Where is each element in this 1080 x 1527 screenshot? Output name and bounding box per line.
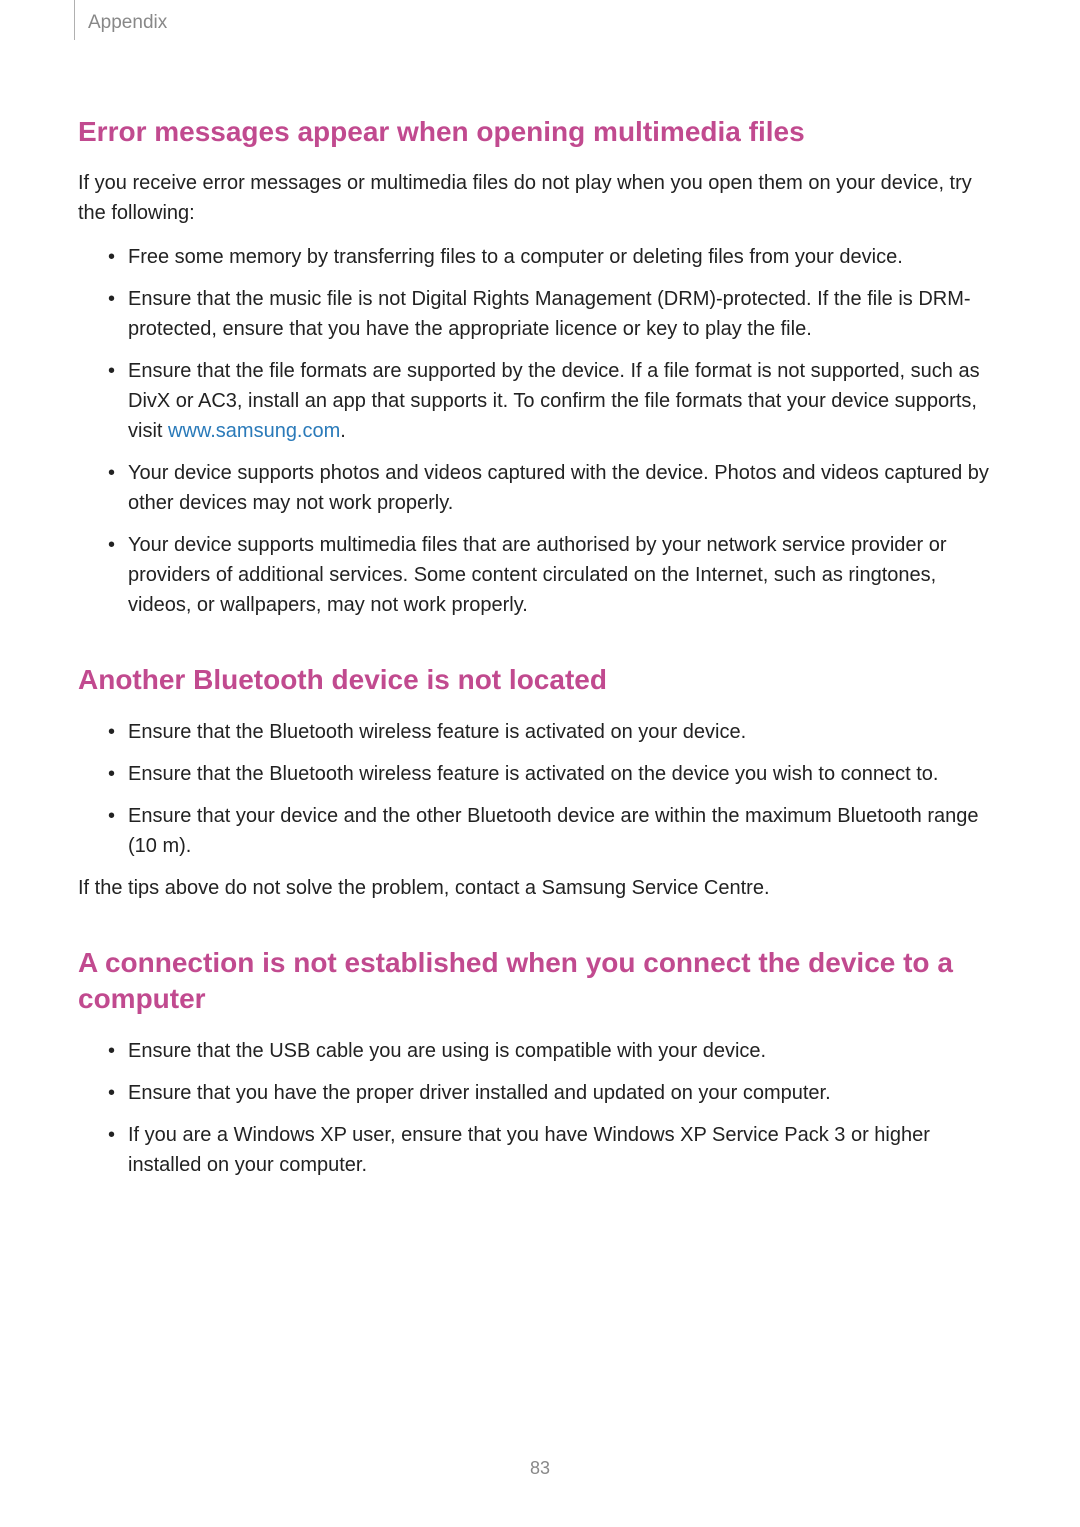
section-closing: If the tips above do not solve the probl… xyxy=(78,873,1002,903)
section-intro: If you receive error messages or multime… xyxy=(78,168,1002,228)
bullet-list-bluetooth: Ensure that the Bluetooth wireless featu… xyxy=(78,717,1002,861)
list-item: Free some memory by transferring files t… xyxy=(108,242,1002,272)
list-item: Ensure that the USB cable you are using … xyxy=(108,1036,1002,1066)
page-header: Appendix xyxy=(0,0,1080,60)
list-item-text: . xyxy=(340,420,346,442)
list-item: Your device supports multimedia files th… xyxy=(108,530,1002,620)
bullet-list-multimedia: Free some memory by transferring files t… xyxy=(78,242,1002,620)
list-item: Ensure that the Bluetooth wireless featu… xyxy=(108,759,1002,789)
section-heading-usb: A connection is not established when you… xyxy=(78,945,1002,1018)
list-item: Ensure that the Bluetooth wireless featu… xyxy=(108,717,1002,747)
breadcrumb: Appendix xyxy=(88,12,167,34)
list-item: Ensure that the file formats are support… xyxy=(108,356,1002,446)
bullet-list-usb: Ensure that the USB cable you are using … xyxy=(78,1036,1002,1180)
list-item: Ensure that you have the proper driver i… xyxy=(108,1078,1002,1108)
link-samsung[interactable]: www.samsung.com xyxy=(168,420,340,442)
section-heading-bluetooth: Another Bluetooth device is not located xyxy=(78,662,1002,698)
page-body: Error messages appear when opening multi… xyxy=(0,114,1080,1180)
list-item: Ensure that your device and the other Bl… xyxy=(108,801,1002,861)
list-item: Ensure that the music file is not Digita… xyxy=(108,284,1002,344)
section-heading-multimedia: Error messages appear when opening multi… xyxy=(78,114,1002,150)
list-item: Your device supports photos and videos c… xyxy=(108,458,1002,518)
page-number: 83 xyxy=(0,1458,1080,1479)
header-divider xyxy=(74,0,75,40)
list-item: If you are a Windows XP user, ensure tha… xyxy=(108,1120,1002,1180)
